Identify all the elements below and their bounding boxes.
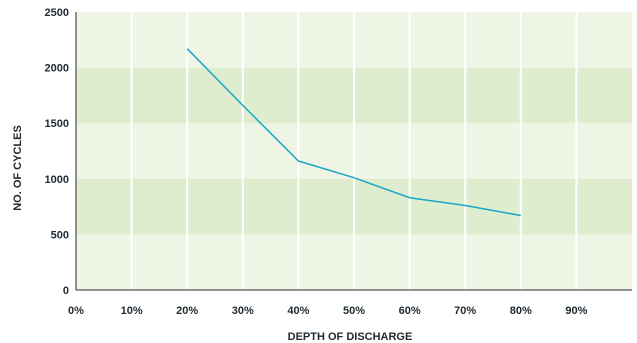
- x-tick-label: 0%: [68, 305, 84, 317]
- x-tick-label: 80%: [510, 305, 532, 317]
- axes: [75, 12, 632, 291]
- y-tick-label: 500: [51, 229, 69, 241]
- y-tick-label: 2000: [45, 63, 69, 75]
- x-tick-label: 30%: [232, 305, 254, 317]
- y-axis-title: NO. OF CYCLES: [12, 125, 24, 211]
- series-group: [186, 48, 521, 217]
- x-axis-title: DEPTH OF DISCHARGE: [288, 331, 413, 343]
- x-tick-label: 20%: [176, 305, 198, 317]
- x-tick-labels: 0% 10% 20% 30% 40% 50% 60% 70% 80% 90%: [68, 305, 588, 317]
- series-line: [186, 48, 521, 217]
- x-tick-label: 70%: [454, 305, 476, 317]
- y-tick-label: 1000: [45, 174, 69, 186]
- x-tick-label: 60%: [399, 305, 421, 317]
- y-tick-label: 2500: [45, 7, 69, 19]
- x-tick-label: 90%: [565, 305, 587, 317]
- y-tick-label: 1500: [45, 118, 69, 130]
- x-tick-label: 40%: [287, 305, 309, 317]
- y-tick-label: 0: [63, 285, 69, 297]
- x-tick-label: 50%: [343, 305, 365, 317]
- x-tick-label: 10%: [121, 305, 143, 317]
- vertical-gridlines: [130, 12, 578, 290]
- y-tick-labels: 0 500 1000 1500 2000 2500: [45, 7, 69, 297]
